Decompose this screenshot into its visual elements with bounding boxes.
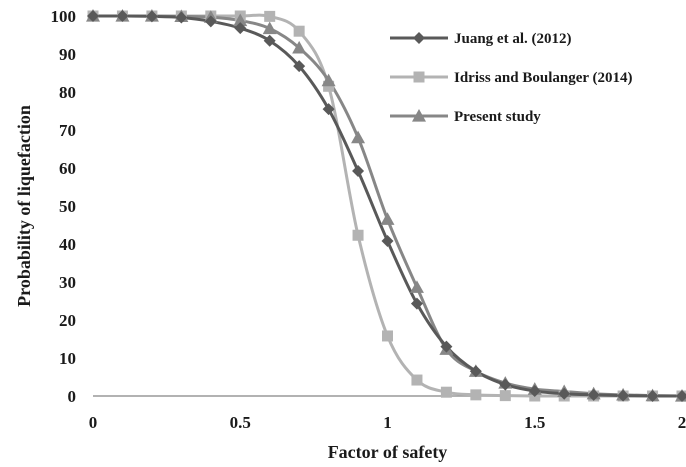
y-tick-label: 90 (59, 45, 76, 64)
data-point-juang-et-al-2012 (293, 60, 306, 73)
data-point-idriss-and-boulanger-2014 (440, 386, 452, 398)
y-tick-label: 30 (59, 273, 76, 292)
y-tick-label: 100 (51, 7, 77, 26)
x-tick-label: 1.5 (524, 413, 545, 432)
y-tick-labels: 0 10 20 30 40 50 60 70 80 90 100 (51, 7, 77, 406)
data-point-present-study (233, 13, 248, 27)
data-point-juang-et-al-2012 (587, 388, 600, 401)
data-point-idriss-and-boulanger-2014 (382, 330, 393, 342)
legend-label-present-study: Present study (454, 109, 541, 125)
data-point-juang-et-al-2012 (204, 15, 217, 28)
series-markers-present-study (86, 9, 686, 402)
x-tick-label: 2 (678, 413, 686, 432)
data-point-present-study (262, 21, 277, 35)
data-point-juang-et-al-2012 (175, 11, 188, 24)
data-point-juang-et-al-2012 (528, 385, 541, 398)
x-tick-label: 0.5 (230, 413, 251, 432)
data-point-juang-et-al-2012 (322, 103, 335, 116)
data-point-present-study (292, 40, 307, 54)
data-point-juang-et-al-2012 (381, 234, 394, 247)
y-tick-label: 50 (59, 197, 76, 216)
x-axis-title: Factor of safety (328, 442, 448, 462)
data-point-juang-et-al-2012 (469, 365, 482, 378)
y-tick-label: 80 (59, 83, 76, 102)
data-point-present-study (409, 280, 424, 293)
data-point-juang-et-al-2012 (646, 390, 659, 402)
legend: Juang et al. (2012) Idriss and Boulanger … (390, 31, 633, 125)
legend-marker-juang-et-al-2012 (413, 32, 425, 44)
data-point-idriss-and-boulanger-2014 (352, 229, 364, 241)
data-point-idriss-and-boulanger-2014 (264, 10, 276, 22)
data-point-juang-et-al-2012 (617, 389, 630, 402)
y-tick-label: 10 (59, 349, 76, 368)
legend-marker-present-study (412, 109, 426, 122)
data-point-present-study (380, 212, 395, 225)
data-point-idriss-and-boulanger-2014 (499, 390, 511, 402)
data-point-idriss-and-boulanger-2014 (323, 80, 335, 92)
legend-label-idriss-and-boulanger-2014: Idriss and Boulanger (2014) (454, 70, 633, 86)
series-markers (86, 9, 686, 402)
data-point-present-study (351, 130, 366, 144)
y-tick-label: 0 (68, 387, 77, 406)
data-point-juang-et-al-2012 (87, 10, 99, 22)
series-markers-juang-et-al-2012 (87, 10, 686, 402)
data-point-juang-et-al-2012 (410, 297, 423, 310)
data-point-juang-et-al-2012 (558, 387, 571, 400)
data-point-juang-et-al-2012 (676, 390, 686, 402)
data-point-juang-et-al-2012 (116, 10, 129, 22)
x-tick-label: 0 (89, 413, 98, 432)
data-point-juang-et-al-2012 (234, 22, 247, 35)
y-tick-label: 20 (59, 311, 76, 330)
data-point-idriss-and-boulanger-2014 (411, 374, 423, 386)
legend-marker-idriss-and-boulanger-2014 (413, 71, 425, 83)
y-tick-label: 60 (59, 159, 76, 178)
data-point-juang-et-al-2012 (263, 34, 276, 47)
y-axis-title: Probability of liquefaction (14, 105, 34, 307)
data-point-juang-et-al-2012 (352, 165, 365, 178)
data-point-juang-et-al-2012 (145, 10, 158, 23)
x-tick-label: 1 (383, 413, 392, 432)
x-tick-labels: 0 0.5 1 1.5 2 (89, 413, 686, 432)
legend-label-juang-et-al-2012: Juang et al. (2012) (454, 31, 572, 47)
data-point-idriss-and-boulanger-2014 (293, 25, 305, 37)
data-point-juang-et-al-2012 (440, 340, 453, 353)
data-point-idriss-and-boulanger-2014 (470, 389, 482, 401)
y-tick-label: 70 (59, 121, 76, 140)
data-point-juang-et-al-2012 (499, 378, 512, 391)
data-point-present-study (321, 73, 336, 87)
y-tick-label: 40 (59, 235, 76, 254)
